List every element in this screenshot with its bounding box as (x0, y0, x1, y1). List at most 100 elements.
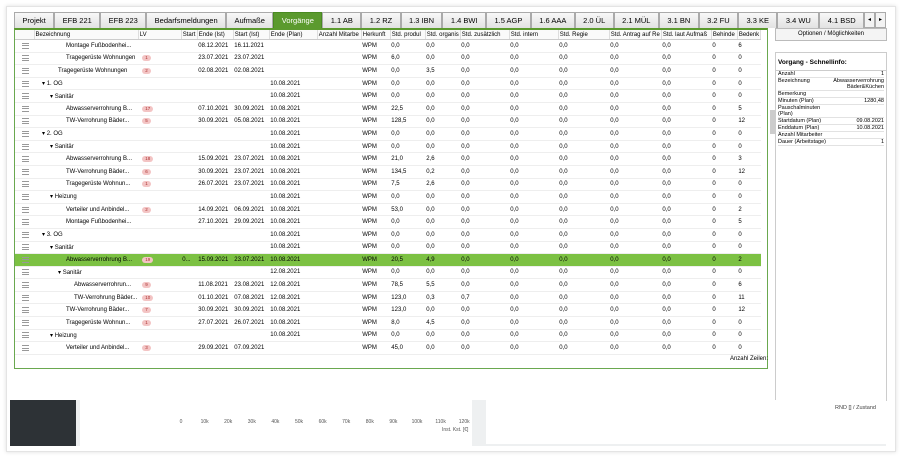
table-row[interactable]: TW-Verrohrung Bäder... 5 30.09.2021 05.08.2… (15, 115, 761, 129)
expand-arrow[interactable]: ▾ (50, 93, 55, 100)
table-row[interactable]: ▾ Sanitär 12.08.2021 WPM 0,0 0,0 0,0 0,0 0,0 0,0… (15, 266, 761, 280)
table-cell: 0,0 (390, 215, 426, 229)
tab[interactable]: Aufmaße (226, 12, 274, 28)
table-row[interactable]: Verteiler und Anbindel... 3 29.09.2021 07.0… (15, 341, 761, 355)
scrollbar[interactable] (770, 110, 778, 134)
cell-text: 2,6 (426, 156, 435, 163)
expand-arrow[interactable]: ▾ (50, 332, 55, 339)
tab[interactable]: 1.6 AAA (530, 12, 575, 28)
table-row[interactable]: Tragegerüste Wohnun... 1 27.07.2021 26.07.2… (15, 316, 761, 330)
table-row[interactable]: ▾ Heizung 10.08.2021 WPM 0,0 0,0 0,0 0,0 0,0 0,0… (15, 190, 761, 204)
table-cell: 0 (737, 241, 761, 255)
expand-arrow[interactable]: ▾ (42, 232, 47, 239)
cell-text: 07.08.2021 (234, 294, 265, 301)
table-cell: 10.08.2021 (269, 253, 318, 267)
tab[interactable]: 3.2 FU (698, 12, 739, 28)
table-cell: 0,0 (609, 291, 662, 305)
field-label: Bemerkung (778, 91, 807, 97)
expand-arrow[interactable]: ▾ (50, 244, 55, 251)
table-row[interactable]: Montage Fußbodenhei... 27.10.2021 29.09.20… (15, 215, 761, 229)
options-button[interactable]: Optionen / Möglichkeiten (775, 28, 887, 41)
table-row[interactable]: Abwasserverrohrun... 9 11.08.2021 23.08.202… (15, 278, 761, 292)
table-row[interactable]: Montage Fußbodenhei... 08.12.2021 16.11.20… (15, 39, 761, 53)
table-row[interactable]: TW-Verrohrung Bäder... 10 01.10.2021 07.08.… (15, 291, 761, 305)
tab[interactable]: Bedarfsmeldungen (146, 12, 227, 28)
table-cell: 10.08.2021 (269, 89, 318, 103)
table-cell (197, 77, 234, 91)
table-row[interactable]: Abwasserverrohrung B... 19 0... 15.09.2021 2… (15, 253, 761, 267)
cell-text: 0,0 (461, 256, 470, 263)
table-cell: 10.08.2021 (269, 127, 318, 141)
tab[interactable]: 1.1 AB (322, 12, 362, 28)
table-cell (317, 241, 362, 255)
scroll-right[interactable]: ▸ (875, 12, 887, 28)
table-cell: 0,0 (609, 77, 662, 91)
cell-text: 10.08.2021 (270, 256, 301, 263)
scroll-left[interactable]: ◂ (864, 12, 876, 28)
tab[interactable]: 1.4 BWI (442, 12, 487, 28)
axis-tick-label: 70k (342, 419, 351, 425)
cell-text: 0 (738, 345, 742, 352)
table-row[interactable]: ▾ 3. OG 10.08.2021 WPM 0,0 0,0 0,0 0,0 0,0 0,0 0,… (15, 228, 761, 242)
table-row[interactable]: ▾ 2. OG 10.08.2021 WPM 0,0 0,0 0,0 0,0 0,0 0,0 0,… (15, 127, 761, 141)
column-header: Ende (Ist) (197, 30, 234, 40)
cell-text: 0,0 (610, 55, 619, 62)
cell-text: 02.08.2021 (198, 67, 229, 74)
tab[interactable]: 3.3 KE (738, 12, 778, 28)
table-row[interactable]: ▾ Sanitär 10.08.2021 WPM 0,0 0,0 0,0 0,0 0,0 0,0… (15, 241, 761, 255)
cell-text: 0,0 (559, 168, 568, 175)
cell-text: 0,0 (510, 269, 519, 276)
expand-arrow[interactable]: ▾ (42, 81, 47, 88)
table-cell: 0,0 (425, 329, 461, 343)
tab[interactable]: 1.2 RZ (361, 12, 401, 28)
cell-text: 0,0 (510, 130, 519, 137)
axis-tick-label: 100k (411, 419, 423, 425)
table-row[interactable]: TW-Verrohrung Bäder... 6 30.09.2021 23.07.2… (15, 165, 761, 179)
cell-text: 0,0 (426, 269, 435, 276)
table-row[interactable]: Verteiler und Anbindel... 2 14.09.2021 06.0… (15, 203, 761, 217)
cell-text: 0,0 (662, 130, 671, 137)
tab[interactable]: 4.1 BSD (819, 12, 865, 28)
table-cell (233, 89, 270, 103)
tab[interactable]: Projekt (14, 12, 55, 28)
table-row[interactable]: ▾ Heizung 10.08.2021 WPM 0,0 0,0 0,0 0,0 0,0 0,0… (15, 329, 761, 343)
expand-arrow[interactable]: ▾ (50, 144, 55, 151)
tab[interactable]: 3.1 BN (658, 12, 699, 28)
table-cell: 7,5 (390, 178, 426, 192)
table-cell: 0,0 (558, 228, 610, 242)
table-cell: 0,0 (661, 203, 712, 217)
table-row[interactable]: Abwasserverrohrung B... 17 07.10.2021 30.09… (15, 102, 761, 116)
expand-arrow[interactable]: ▾ (42, 131, 47, 138)
tab[interactable]: Vorgänge (273, 12, 323, 28)
cell-text: 0... (182, 256, 191, 263)
table-row[interactable]: Tragegerüste Wohnun... 1 26.07.2021 23.07.2… (15, 178, 761, 192)
table-row[interactable]: ▾ Sanitär 10.08.2021 WPM 0,0 0,0 0,0 0,0 0,0 0,0… (15, 89, 761, 103)
tab[interactable]: 2.0 ÜL (574, 12, 614, 28)
tab[interactable]: 2.1 MÜL (613, 12, 659, 28)
tab[interactable]: 1.5 AGP (486, 12, 531, 28)
table-row[interactable]: Tragegerüste Wohnungen 1 23.07.2021 23.07.2… (15, 52, 761, 66)
grip-cell (15, 52, 34, 66)
tab[interactable]: EFB 221 (54, 12, 101, 28)
cell-text: 0,0 (559, 42, 568, 49)
tab[interactable]: 1.3 IBN (400, 12, 443, 28)
table-cell: 0,0 (509, 178, 559, 192)
table-row[interactable]: Tragegerüste Wohnungen 2 02.08.2021 02.08.2… (15, 64, 761, 78)
expand-arrow[interactable]: ▾ (58, 269, 63, 276)
table-row[interactable]: TW-Verrohrung Bäder... 7 30.09.2021 30.09.2… (15, 303, 761, 318)
tab[interactable]: EFB 223 (100, 12, 147, 28)
table-row[interactable]: Abwasserverrohrung B... 18 15.09.2021 23.07… (15, 152, 761, 166)
table-cell: 0,0 (609, 303, 662, 318)
table-cell: 0,0 (390, 329, 426, 343)
field-label: Startdatum (Plan) (778, 118, 822, 124)
table-row[interactable]: ▾ Sanitär 10.08.2021 WPM 0,0 0,0 0,0 0,0 0,0 0,0… (15, 140, 761, 154)
table-cell: 10.08.2021 (269, 190, 318, 204)
tab[interactable]: 3.4 WU (777, 12, 820, 28)
table-cell (181, 64, 198, 78)
table-row[interactable]: ▾ 1. OG 10.08.2021 WPM 0,0 0,0 0,0 0,0 0,0 0,0 0,… (15, 77, 761, 91)
expand-arrow[interactable]: ▾ (50, 194, 55, 201)
table-cell: 0,0 (425, 127, 461, 141)
table-cell (181, 215, 198, 229)
cell-text: 0,0 (510, 193, 519, 200)
cell-text: 11 (738, 294, 745, 301)
